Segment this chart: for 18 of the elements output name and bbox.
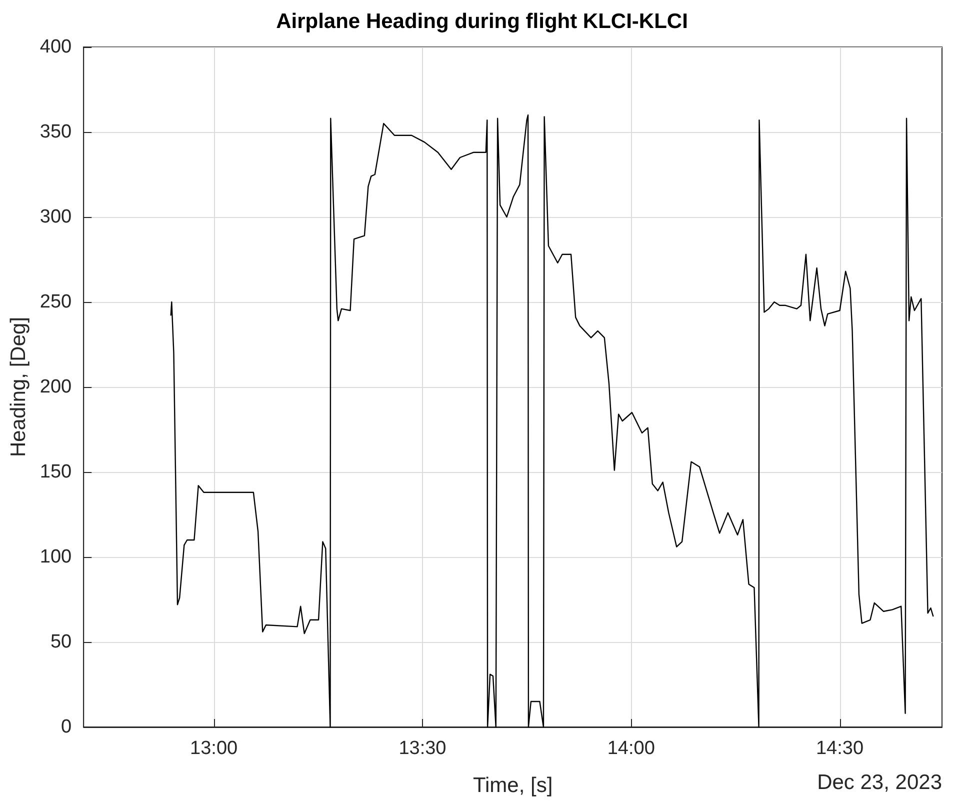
x-axis-title: Time, [s] [472, 774, 553, 797]
y-tick-label: 350 [40, 122, 72, 142]
x-tick-label: 13:30 [398, 738, 446, 759]
y-tick-label: 0 [61, 716, 72, 738]
x-tick-label: 13:00 [190, 738, 238, 759]
text: Dec 23, 2023 [817, 771, 942, 794]
y-tick-label: 200 [40, 376, 72, 398]
y-tick-label: 400 [40, 36, 72, 58]
y-tick-label: 250 [40, 292, 72, 312]
x-tick-label: 14:30 [816, 738, 864, 759]
chart-title: Airplane Heading during flight KLCI-KLCI [276, 10, 688, 33]
y-tick-label: 50 [50, 632, 72, 652]
y-tick-label: 150 [40, 462, 72, 482]
y-tick-label: 100 [40, 546, 72, 568]
y-axis-title: Heading, [Deg] [7, 316, 30, 458]
y-tick-label: 300 [40, 206, 72, 228]
line-series [170, 114, 934, 728]
x-tick-label: 14:00 [607, 738, 655, 759]
